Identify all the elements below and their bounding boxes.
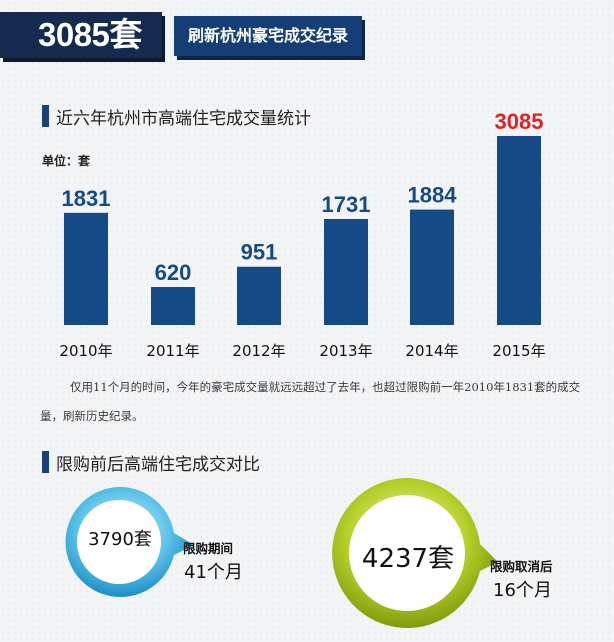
bar-3 [324,218,368,325]
right-label: 限购取消后 [490,559,553,574]
bar-value-label-5: 3085 [495,109,544,134]
header-subtitle: 刷新杭州豪宅成交纪录 [174,16,362,56]
header-number-block: 3085套 [0,12,162,58]
category-label-4: 2014年 [405,342,458,360]
bar-value-label-3: 1731 [322,192,371,217]
left-label: 限购期间 [183,541,234,556]
section1-marker [42,105,49,127]
right-period: 16个月 [493,580,552,601]
bar-0 [64,212,108,325]
unit-label: 单位：套 [42,154,91,168]
bar-value-label-2: 951 [241,240,278,265]
category-label-3: 2013年 [319,342,372,360]
section2-title: 限购前后高端住宅成交对比 [56,455,260,475]
right-bubble-value: 4237套 [361,544,455,574]
bar-1 [151,287,195,325]
category-label-2: 2012年 [232,342,285,360]
bar-2 [237,266,281,325]
bar-value-label-0: 1831 [62,186,111,211]
bar-4 [410,209,454,325]
section2-marker [42,451,49,473]
category-label-0: 2010年 [59,342,112,360]
right-bubble-shape [332,478,498,628]
left-bubble-shape [65,486,194,597]
left-period: 41个月 [184,562,243,583]
chart-note: 仅用11个月的时间，今年的豪宅成交量就远远超过了去年，也超过限购前一年2010年… [40,380,581,423]
left-bubble-value: 3790套 [88,529,152,550]
bar-chart: 1831 2010年 620 2011年 951 2012年 1731 2013年 1884 20… [59,109,545,360]
header-big-number: 3085套 [38,16,142,53]
bar-value-label-1: 620 [155,260,192,285]
category-label-1: 2011年 [146,342,199,360]
category-label-5: 2015年 [492,342,545,360]
section1-title: 近六年杭州市高端住宅成交量统计 [56,109,311,129]
bar-value-label-4: 1884 [408,183,458,208]
bar-5 [497,136,541,325]
